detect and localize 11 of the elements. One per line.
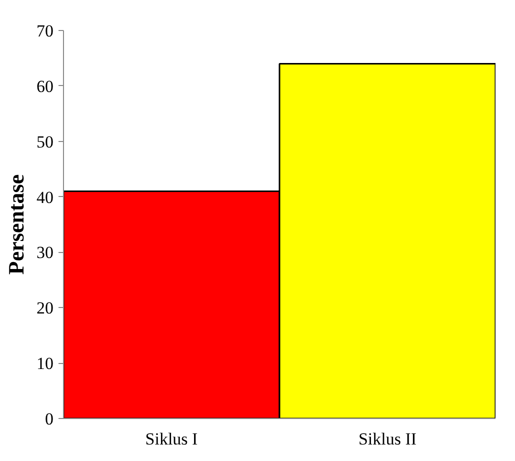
y-tick-label: 40 [36,188,54,207]
x-tick-label: Siklus II [358,430,417,448]
y-axis-title: Persentase [4,174,28,275]
y-tick-label: 0 [45,410,54,428]
y-tick-label: 20 [36,298,54,318]
y-tick-label: 60 [36,76,54,96]
y-tick-label: 70 [36,22,54,40]
y-tick-label: 30 [36,243,54,262]
y-tick-label: 10 [36,354,54,374]
x-tick-label: Siklus I [145,430,198,448]
y-tick-label: 50 [36,132,54,152]
